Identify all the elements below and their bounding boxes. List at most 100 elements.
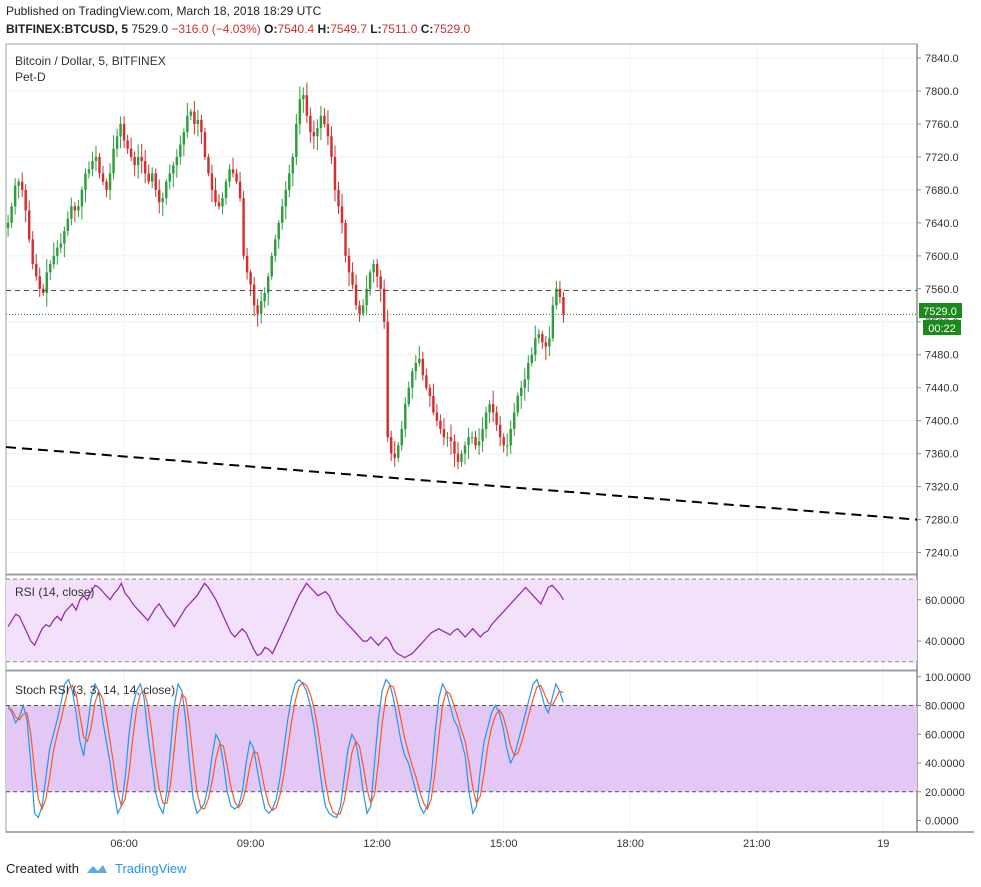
candle-body [368,272,372,289]
candle-body [449,437,453,442]
rsi-tick-label: 60.0000 [925,595,965,607]
candle-body [73,206,77,211]
candle-body [407,387,411,405]
candle-body [284,189,287,207]
published-note: Published on TradingView.com, March 18, … [6,4,322,18]
candle-body [491,404,495,413]
candle-body [414,362,418,372]
close-value: 7529.0 [433,22,471,36]
rsi-band [6,579,917,662]
candle-body [463,445,467,454]
candle-body [534,338,537,355]
candle-body [6,222,10,228]
candle-body [112,148,115,174]
candle-body [136,156,140,166]
symbol-ohlc-line: BITFINEX:BTCUSD, 5 7529.0 −316.0 (−4.03%… [6,22,470,36]
candle-body [140,156,143,162]
candle-body [446,437,449,439]
price-change: −316.0 (−4.03%) [171,22,261,36]
candle-body [266,276,270,293]
candle-body [541,334,544,343]
candle-body [165,181,168,199]
candle-body [337,189,340,207]
candle-body [242,198,245,256]
candle-body [84,173,87,190]
candle-body [347,255,351,273]
candle-body [288,173,291,190]
candle-body [150,173,154,182]
x-tick-label: 18:00 [616,838,644,850]
candle-body [259,301,263,314]
candle-body [133,156,136,166]
candle-body [330,136,333,157]
candle-body [63,231,66,244]
candle-body [498,424,502,438]
candle-body [544,342,548,347]
candle-body [470,437,474,439]
stoch-band [6,705,917,792]
candle-body [214,189,217,203]
symbol-label: BITFINEX:BTCUSD, 5 [6,22,129,36]
rsi-tick-label: 40.0000 [925,636,965,648]
candle-body [147,173,150,182]
x-tick-label: 09:00 [237,838,265,850]
candle-body [196,119,200,124]
x-tick-label: 19 [877,838,889,850]
candle-body [270,255,273,277]
candle-body [309,115,312,133]
candle-body [252,284,256,306]
candle-body [509,428,512,446]
candle-body [231,169,235,174]
candle-body [467,437,470,446]
close-label: C: [420,22,434,36]
footer: Created with TradingView [6,861,187,876]
candle-body [119,123,122,137]
candle-body [10,206,13,223]
candle-body [495,412,498,425]
candle-body [340,206,344,223]
candle-body [38,276,41,289]
y-tick-label: 7280.0 [925,515,959,527]
y-tick-label: 7840.0 [925,53,959,65]
candle-body [31,239,34,265]
candle-body [319,115,323,129]
candle-body [291,156,295,174]
y-tick-label: 7400.0 [925,416,959,428]
stoch-rsi-label: Stoch RSI (3, 3, 14, 14, close) [15,683,175,697]
candle-body [70,206,73,219]
candle-body [344,222,347,256]
candle-body [421,358,425,376]
candle-body [49,264,52,273]
candle-body [108,173,112,190]
candle-body [456,453,460,462]
candle-body [13,185,17,207]
y-tick-label: 7800.0 [925,86,959,98]
candle-body [393,453,396,458]
candle-body [168,173,172,182]
candle-body [548,338,551,347]
y-tick-label: 7720.0 [925,152,959,164]
candle-body [129,148,133,157]
candle-body [77,206,80,211]
candle-body [59,243,63,248]
candle-body [523,379,526,388]
candle-body [115,136,119,149]
candle-body [354,284,358,306]
candle-body [389,437,393,454]
y-tick-label: 7760.0 [925,119,959,131]
candle-body [460,453,463,462]
candle-body [143,161,147,174]
tradingview-link[interactable]: TradingView [114,861,187,876]
candle-body [210,173,214,190]
y-tick-label: 7440.0 [925,383,959,395]
stoch-tick-label: 20.0000 [925,787,965,799]
candle-body [537,334,541,339]
y-tick-label: 7560.0 [925,284,959,296]
candle-body [375,264,379,277]
candle-body [17,181,20,186]
stoch-tick-label: 80.0000 [925,701,965,713]
candle-body [98,156,101,174]
high-label: H: [317,22,331,36]
candle-body [477,441,481,446]
